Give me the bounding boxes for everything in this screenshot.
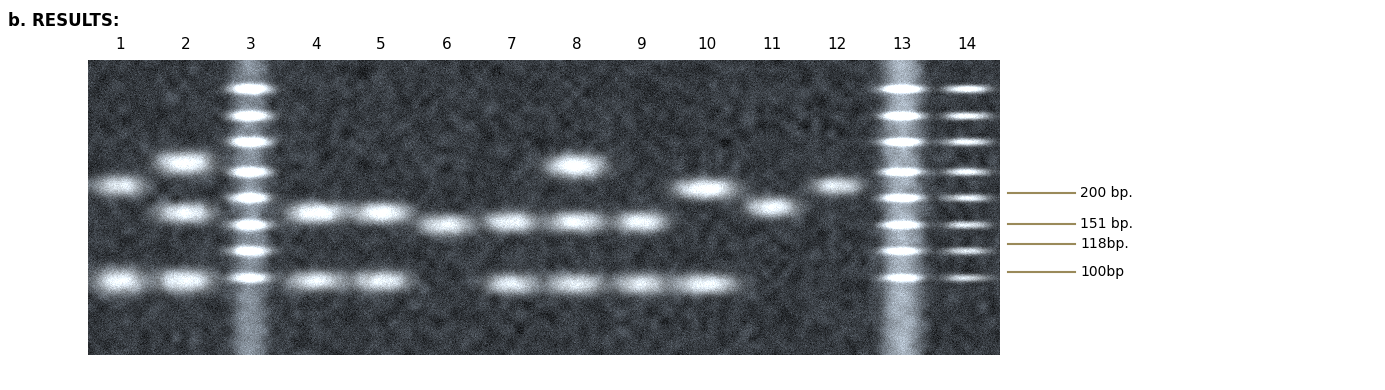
Text: 200 bp.: 200 bp. [1080,186,1133,200]
Text: 10: 10 [697,37,716,52]
Text: 8: 8 [572,37,582,52]
Text: 13: 13 [892,37,911,52]
Text: 1: 1 [116,37,126,52]
Text: 7: 7 [507,37,517,52]
Text: 6: 6 [442,37,452,52]
Text: 5: 5 [377,37,386,52]
Text: 118bp.: 118bp. [1080,238,1129,252]
Text: 14: 14 [958,37,976,52]
Text: 4: 4 [312,37,321,52]
Text: 12: 12 [827,37,846,52]
Text: 151 bp.: 151 bp. [1080,217,1133,231]
Text: 2: 2 [181,37,191,52]
Text: 9: 9 [637,37,647,52]
Text: 11: 11 [762,37,781,52]
Text: 3: 3 [247,37,256,52]
Text: 100bp: 100bp [1080,266,1125,279]
Text: b. RESULTS:: b. RESULTS: [8,12,119,30]
